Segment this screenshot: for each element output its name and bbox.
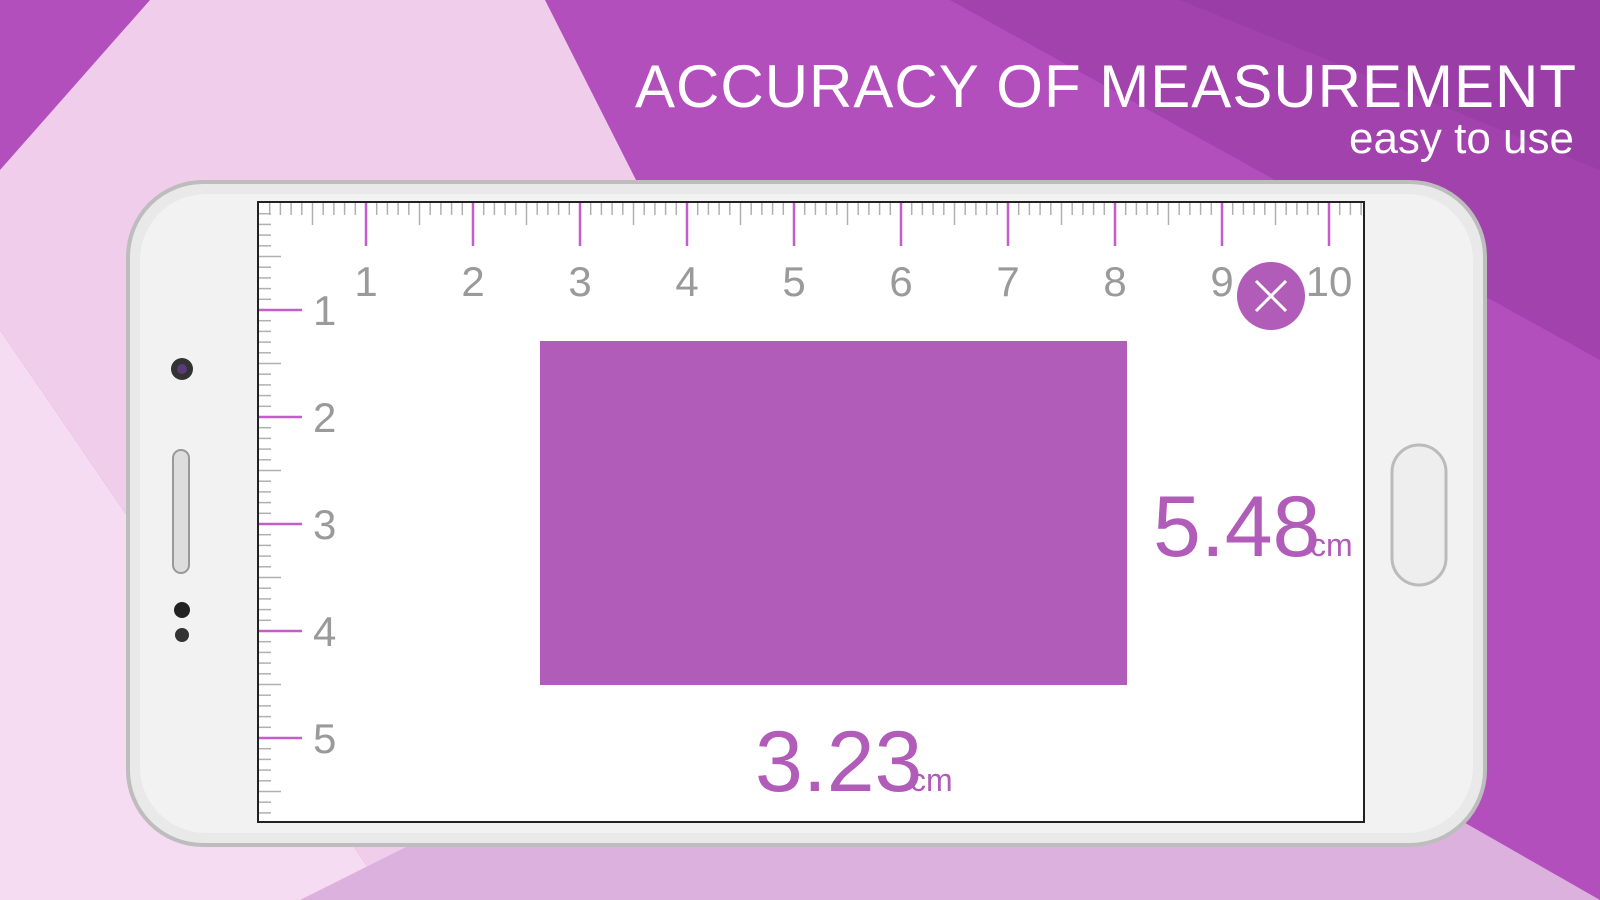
ruler-label: 9: [1210, 258, 1233, 305]
measurement-value: 5.48: [1153, 479, 1320, 575]
ruler-label: 2: [313, 394, 336, 441]
measured-area: [540, 341, 1127, 685]
ruler-label: 1: [313, 287, 336, 334]
ruler-label: 4: [313, 608, 336, 655]
ruler-label: 3: [568, 258, 591, 305]
measurement-value: 3.23: [755, 714, 922, 810]
subtitle: easy to use: [1349, 114, 1574, 163]
camera-lens: [177, 364, 187, 374]
ruler-label: 6: [889, 258, 912, 305]
ruler-label: 7: [996, 258, 1019, 305]
speaker: [172, 449, 190, 574]
close-button[interactable]: [1237, 262, 1305, 330]
sensor: [175, 628, 189, 642]
ruler-label: 3: [313, 501, 336, 548]
ruler-label: 5: [782, 258, 805, 305]
ruler-label: 2: [461, 258, 484, 305]
ruler-label: 8: [1103, 258, 1126, 305]
close-icon[interactable]: [1254, 279, 1288, 313]
ruler-label: 5: [313, 715, 336, 762]
measurement-unit: cm: [1310, 527, 1353, 563]
home-button: [1390, 443, 1448, 587]
ruler-label: 4: [675, 258, 698, 305]
measurement-unit: cm: [910, 762, 953, 798]
title: ACCURACY OF MEASUREMENT: [635, 53, 1577, 120]
ruler: 1 2 3 4 5 6 7 8 9 10 1 2 3 4 5: [259, 203, 1362, 814]
ruler-label: 10: [1306, 258, 1353, 305]
ruler-label: 1: [354, 258, 377, 305]
sensor: [174, 602, 190, 618]
bg-band: [1180, 0, 1600, 170]
